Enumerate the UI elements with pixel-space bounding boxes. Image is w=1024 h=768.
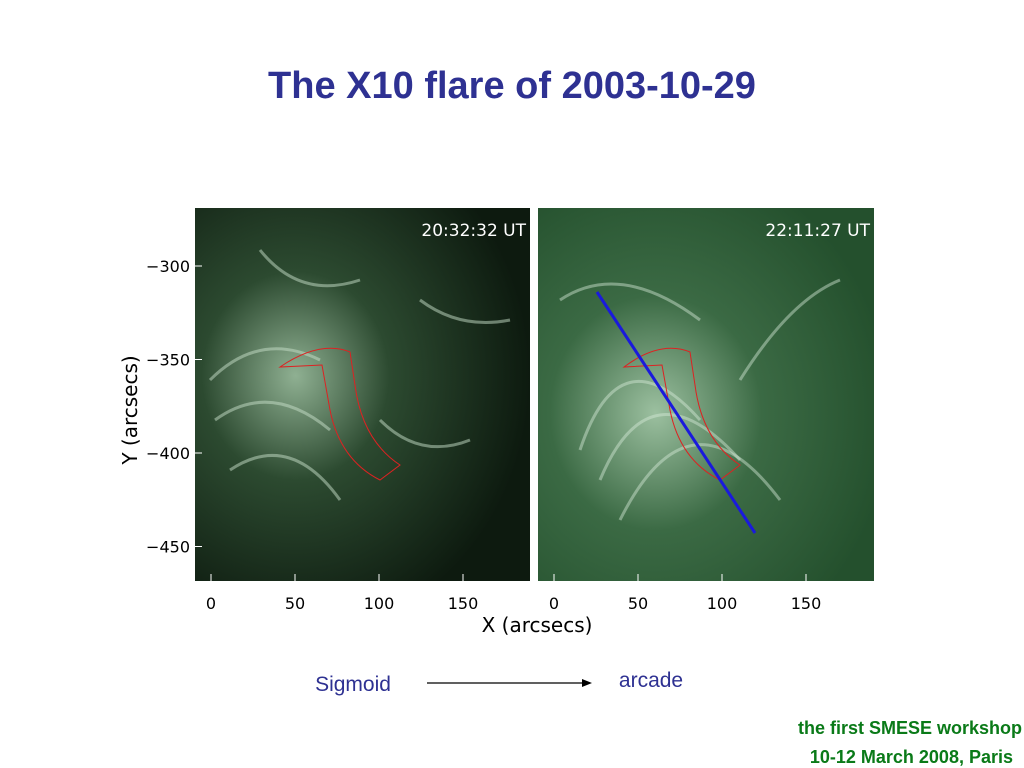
slide-title: The X10 flare of 2003-10-29 [268, 65, 756, 107]
x-tick-label: 50 [628, 594, 648, 613]
annotation-label: Sigmoid [315, 673, 391, 696]
y-tick-label: −300 [146, 257, 190, 276]
image-panel [538, 208, 874, 581]
image-panel [195, 208, 530, 581]
image-texture [559, 278, 841, 521]
timestamp: 20:32:32 UT [421, 221, 526, 241]
x-tick-label: 150 [448, 594, 479, 613]
arrow-head [582, 679, 592, 687]
x-tick-label: 0 [549, 594, 559, 613]
y-axis-title: Y (arcsecs) [118, 355, 142, 465]
footer-line: the first SMESE workshop [798, 718, 1022, 738]
y-tick-label: −400 [146, 444, 190, 463]
annotation-label: arcade [619, 669, 683, 692]
timestamp: 22:11:27 UT [765, 221, 870, 241]
sigmoid-contour [278, 347, 401, 481]
sigmoid-contour [622, 347, 741, 481]
x-tick-label: 100 [364, 594, 395, 613]
x-tick-label: 0 [206, 594, 216, 613]
footer-line: 10-12 March 2008, Paris [810, 747, 1013, 767]
image-texture [208, 249, 511, 501]
cut-line [595, 291, 757, 534]
y-tick-label: −350 [146, 351, 190, 370]
x-tick-label: 100 [707, 594, 738, 613]
x-tick-label: 50 [285, 594, 305, 613]
y-tick-label: −450 [146, 538, 190, 557]
x-tick-label: 150 [791, 594, 822, 613]
x-axis-title: X (arcsecs) [482, 613, 593, 637]
